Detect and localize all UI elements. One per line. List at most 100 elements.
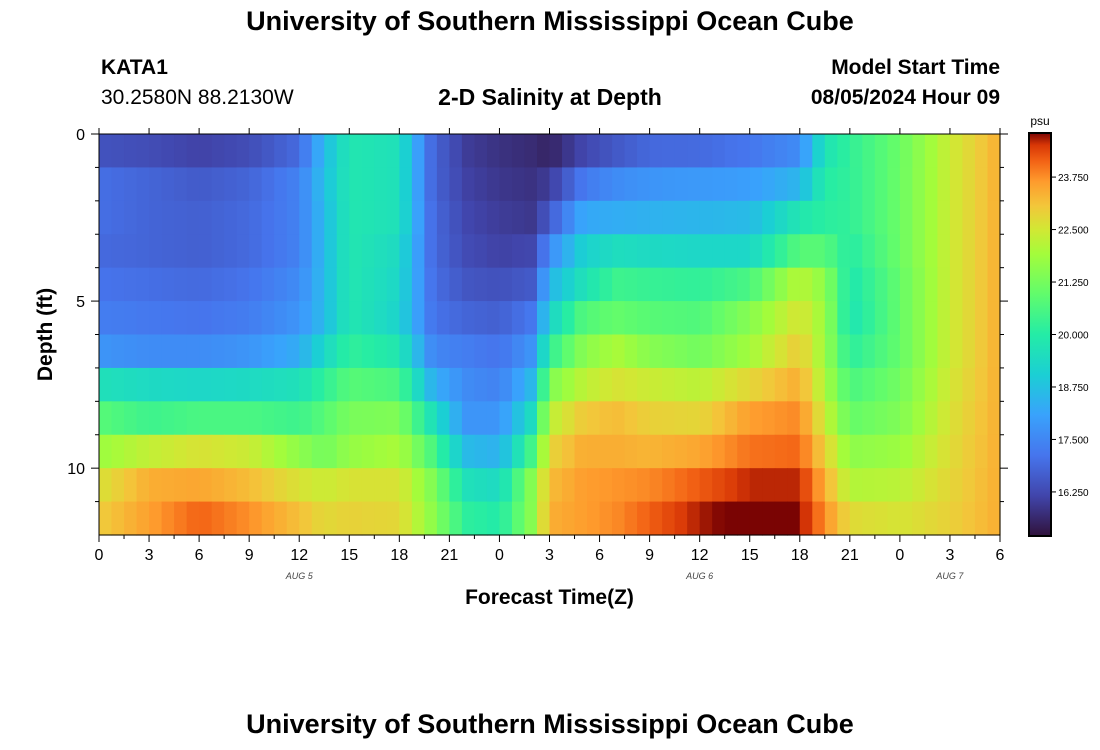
heatmap-cell bbox=[587, 334, 601, 369]
heatmap-cell bbox=[874, 134, 888, 169]
heatmap-cell bbox=[687, 401, 701, 436]
heatmap-cell bbox=[974, 167, 989, 202]
heatmap-cell bbox=[912, 167, 926, 202]
heatmap-cell bbox=[149, 134, 163, 169]
heatmap-cell bbox=[511, 367, 526, 402]
heatmap-cell bbox=[374, 468, 388, 503]
heatmap-cell bbox=[762, 267, 776, 302]
heatmap-cell bbox=[274, 234, 288, 269]
heatmap-cell bbox=[837, 200, 851, 235]
heatmap-cell bbox=[762, 134, 776, 169]
heatmap-cell bbox=[386, 301, 400, 336]
heatmap-cell bbox=[837, 134, 851, 169]
heatmap-cell bbox=[349, 200, 363, 235]
heatmap-cell bbox=[912, 401, 926, 436]
heatmap-cell bbox=[449, 401, 463, 436]
heatmap-cell bbox=[511, 267, 526, 302]
heatmap-cell bbox=[762, 434, 776, 469]
heatmap-cell bbox=[987, 501, 1001, 536]
heatmap-cell bbox=[574, 134, 588, 169]
x-tick-label: 3 bbox=[945, 547, 954, 564]
heatmap-cell bbox=[799, 401, 813, 436]
heatmap-cell bbox=[949, 501, 964, 536]
heatmap-cell bbox=[99, 301, 113, 336]
heatmap-cell bbox=[449, 367, 463, 402]
heatmap-cell bbox=[599, 234, 613, 269]
heatmap-cell bbox=[324, 167, 338, 202]
heatmap-cell bbox=[236, 501, 250, 536]
heatmap-cell bbox=[837, 334, 851, 369]
heatmap-cell bbox=[687, 334, 701, 369]
heatmap-cell bbox=[699, 468, 713, 503]
heatmap-cell bbox=[111, 334, 125, 369]
heatmap-cell bbox=[824, 167, 838, 202]
heatmap-cell bbox=[511, 234, 526, 269]
heatmap-cell bbox=[336, 167, 350, 202]
heatmap-cell bbox=[274, 367, 288, 402]
heatmap-cell bbox=[912, 434, 926, 469]
heatmap-cell bbox=[161, 200, 175, 235]
heatmap-cell bbox=[174, 200, 188, 235]
heatmap-cell bbox=[762, 401, 776, 436]
heatmap-cell bbox=[824, 501, 838, 536]
heatmap-cell bbox=[624, 367, 638, 402]
heatmap-cell bbox=[749, 468, 763, 503]
heatmap-cell bbox=[699, 134, 713, 169]
heatmap-cell bbox=[324, 434, 338, 469]
heatmap-cell bbox=[649, 334, 663, 369]
heatmap-cell bbox=[887, 334, 901, 369]
heatmap-cell bbox=[436, 434, 450, 469]
heatmap-cell bbox=[824, 367, 838, 402]
heatmap-cell bbox=[649, 234, 663, 269]
heatmap-cell bbox=[399, 234, 413, 269]
heatmap-cell bbox=[737, 334, 751, 369]
heatmap-cell bbox=[749, 134, 763, 169]
heatmap-cell bbox=[599, 468, 613, 503]
heatmap-cell bbox=[599, 167, 613, 202]
heatmap-cell bbox=[211, 267, 225, 302]
heatmap-cell bbox=[199, 434, 213, 469]
heatmap-cell bbox=[649, 434, 663, 469]
heatmap-cell bbox=[449, 134, 463, 169]
heatmap-cell bbox=[361, 234, 375, 269]
heatmap-cell bbox=[136, 401, 150, 436]
heatmap-cell bbox=[599, 501, 613, 536]
heatmap-cell bbox=[949, 134, 964, 169]
heatmap-cell bbox=[562, 401, 576, 436]
heatmap-cell bbox=[311, 134, 325, 169]
heatmap-cell bbox=[974, 200, 989, 235]
colorbar-tick-label: 22.500 bbox=[1058, 226, 1089, 237]
colorbar-tick-label: 17.500 bbox=[1058, 435, 1089, 446]
heatmap-cell bbox=[211, 134, 225, 169]
chart-subtitle: 2-D Salinity at Depth bbox=[438, 84, 662, 110]
x-tick-label: 12 bbox=[290, 547, 308, 564]
heatmap-cell bbox=[587, 200, 601, 235]
heatmap-cell bbox=[712, 167, 726, 202]
heatmap-cell bbox=[712, 301, 726, 336]
heatmap-cell bbox=[962, 234, 976, 269]
heatmap-cell bbox=[687, 200, 701, 235]
x-tick-label: 21 bbox=[841, 547, 859, 564]
heatmap-cell bbox=[937, 334, 951, 369]
heatmap-cell bbox=[674, 468, 688, 503]
heatmap-cell bbox=[774, 167, 788, 202]
heatmap-cell bbox=[411, 501, 425, 536]
heatmap-cell bbox=[799, 334, 813, 369]
heatmap-cell bbox=[199, 267, 213, 302]
heatmap-cell bbox=[549, 334, 563, 369]
heatmap-cell bbox=[912, 468, 926, 503]
heatmap-cell bbox=[324, 401, 338, 436]
heatmap-cell bbox=[949, 468, 964, 503]
heatmap-cell bbox=[499, 401, 513, 436]
heatmap-cell bbox=[862, 234, 876, 269]
heatmap-cell bbox=[712, 401, 726, 436]
heatmap-cell bbox=[737, 134, 751, 169]
heatmap-cell bbox=[987, 234, 1001, 269]
heatmap-cell bbox=[111, 468, 125, 503]
heatmap-cell bbox=[962, 468, 976, 503]
heatmap-cell bbox=[424, 301, 438, 336]
heatmap-cell bbox=[712, 267, 726, 302]
heatmap-cell bbox=[937, 134, 951, 169]
heatmap-cell bbox=[899, 134, 913, 169]
heatmap-cell bbox=[849, 134, 863, 169]
